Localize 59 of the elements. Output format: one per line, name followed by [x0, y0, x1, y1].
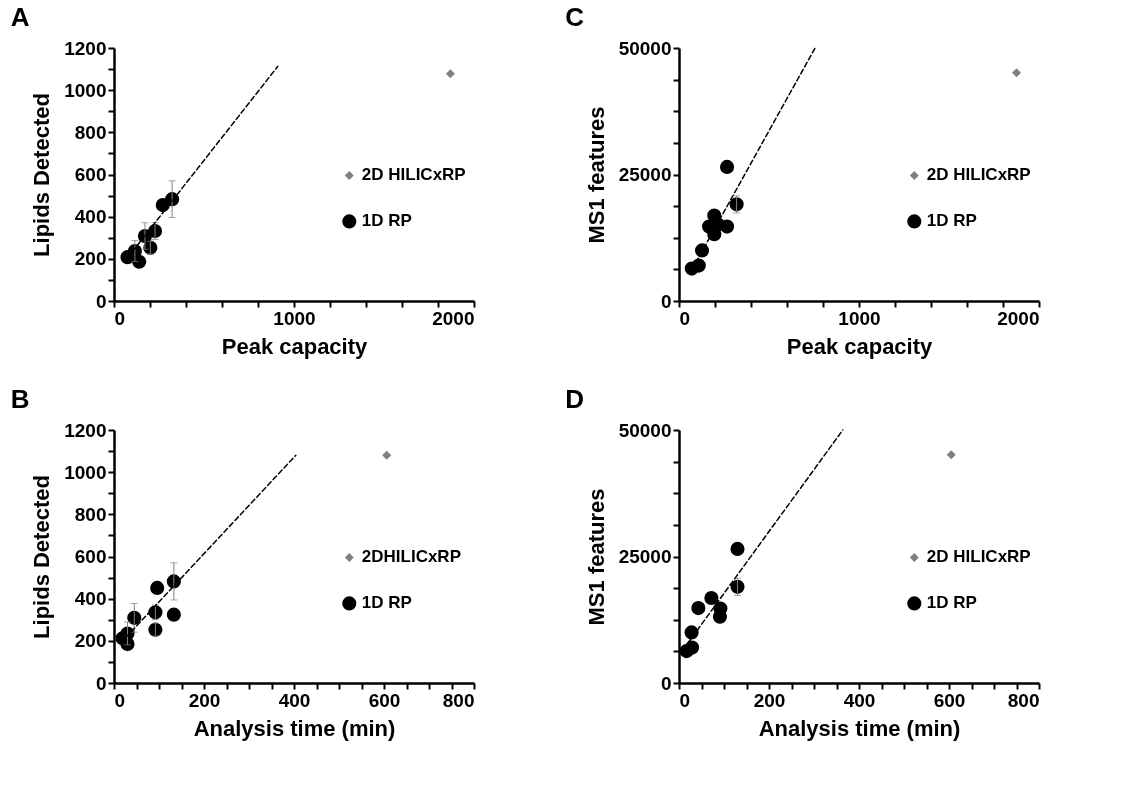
legend-label: 2D HILICxRP: [926, 547, 1031, 567]
y-axis-title: MS1 features: [583, 106, 609, 244]
y-tick-label: 200: [74, 630, 107, 652]
legend-label: 2D HILICxRP: [926, 165, 1031, 185]
x-tick-label: 200: [188, 689, 221, 711]
x-tick-label: 400: [843, 689, 876, 711]
chart-title: A: [10, 2, 30, 32]
y-tick-label: 25000: [618, 546, 672, 567]
x-tick-label: 1000: [273, 307, 316, 329]
point: [166, 607, 181, 622]
x-tick-label: 0: [114, 689, 126, 711]
y-tick-label: 400: [74, 206, 107, 228]
x-tick-label: 600: [933, 689, 966, 711]
chart-title: C: [565, 2, 585, 32]
chart-title: B: [10, 384, 30, 414]
x-axis-title: Analysis time (min): [758, 715, 961, 741]
x-tick-label: 400: [278, 689, 311, 711]
point: [382, 450, 392, 460]
y-tick-label: 800: [74, 121, 107, 143]
y-tick-label: 800: [74, 503, 107, 525]
x-axis-title: Peak capacity: [786, 333, 934, 359]
x-tick-label: 600: [368, 689, 401, 711]
y-tick-label: 0: [95, 290, 107, 312]
x-tick-label: 2000: [997, 307, 1040, 329]
y-tick-label: 0: [660, 290, 672, 312]
x-tick-label: 800: [442, 689, 475, 711]
legend-label: 1D RP: [361, 211, 412, 231]
point: [150, 580, 165, 595]
y-tick-label: 1200: [64, 37, 107, 59]
x-tick-label: 0: [679, 689, 691, 711]
legend-label: 2DHILICxRP: [361, 547, 461, 567]
y-tick-label: 25000: [618, 164, 672, 185]
x-axis-title: Peak capacity: [221, 333, 369, 359]
y-tick-label: 1000: [64, 79, 107, 101]
x-tick-label: 200: [753, 689, 786, 711]
y-tick-label: 400: [74, 588, 107, 610]
legend-label: 1D RP: [926, 593, 977, 613]
y-axis-title: MS1 features: [583, 488, 609, 626]
chart-title: D: [565, 384, 584, 414]
x-tick-label: 0: [679, 307, 691, 329]
y-axis-title: Lipids Detected: [29, 93, 55, 257]
x-tick-label: 0: [114, 307, 126, 329]
legend-label: 1D RP: [361, 593, 412, 613]
x-tick-label: 800: [1007, 689, 1040, 711]
y-tick-label: 600: [74, 546, 107, 567]
x-tick-label: 1000: [838, 307, 881, 329]
y-tick-label: 1200: [64, 419, 107, 441]
legend-label: 2D HILICxRP: [361, 165, 466, 185]
y-tick-label: 0: [95, 672, 107, 694]
y-tick-label: 50000: [618, 419, 672, 441]
y-tick-label: 0: [660, 672, 672, 694]
y-tick-label: 1000: [64, 461, 107, 483]
y-tick-label: 50000: [618, 37, 672, 59]
y-axis-title: Lipids Detected: [29, 475, 55, 639]
x-tick-label: 2000: [432, 307, 475, 329]
x-axis-title: Analysis time (min): [193, 715, 396, 741]
legend-label: 1D RP: [926, 211, 977, 231]
y-tick-label: 600: [74, 164, 107, 185]
y-tick-label: 200: [74, 248, 107, 270]
